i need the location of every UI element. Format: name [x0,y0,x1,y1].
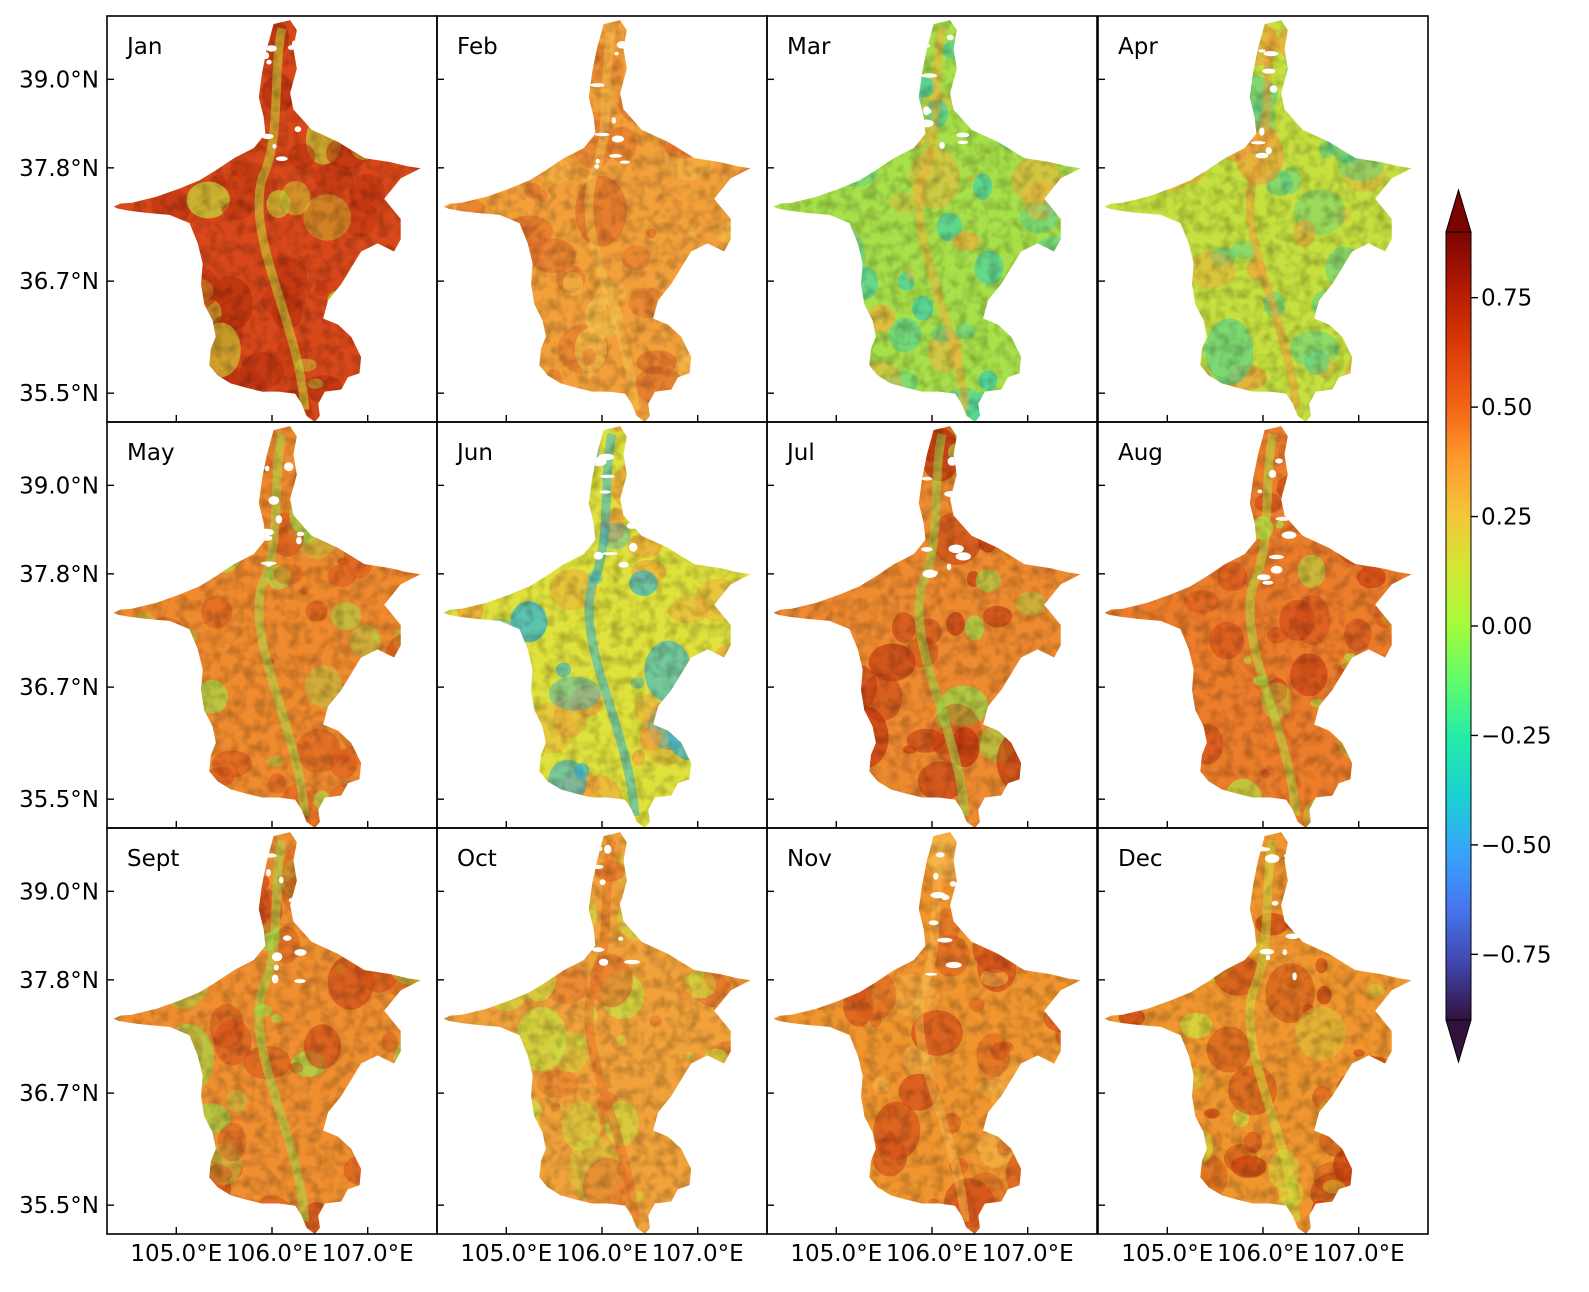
y-tick-label: 35.5°N [19,381,99,407]
y-tick-label: 37.8°N [19,156,99,182]
colorbar-tick-label: −0.50 [1481,833,1551,859]
colorbar-extend-max [1445,188,1472,233]
y-tick-label: 37.8°N [19,968,99,994]
x-tick-label: 105.0°E [1121,1241,1213,1267]
x-tick-label: 107.0°E [652,1241,744,1267]
panel-label: Dec [1118,846,1163,872]
colorbar-tick-label: 0.00 [1481,614,1532,640]
panel-label: Mar [787,34,831,60]
colorbar-tick-label: −0.25 [1481,723,1551,749]
map-panel-mar: Mar [766,15,1098,423]
y-tick-label: 37.8°N [19,562,99,588]
x-tick-label: 105.0°E [130,1241,222,1267]
x-tick-label: 107.0°E [1313,1241,1405,1267]
x-tick-label: 105.0°E [790,1241,882,1267]
y-tick-label: 36.7°N [19,1081,99,1107]
y-tick-label: 39.0°N [19,473,99,499]
x-tick-label: 106.0°E [226,1241,318,1267]
panel-label: Feb [457,34,498,60]
map-panel-apr: Apr [1097,15,1429,423]
map-panel-aug: Aug [1097,421,1429,829]
colorbar-tick-label: 0.25 [1481,505,1532,531]
region-texture [443,20,751,422]
region-texture [443,832,751,1234]
colorbar: 0.75 0.50 0.25 0.00 −0.25 −0.50 −0.75 [1445,188,1551,1064]
map-panel-feb: Feb [436,15,768,423]
panel-label: Oct [457,846,497,872]
panel-label: Jun [455,440,493,466]
panel-label: Sept [127,846,179,872]
panel-label: Aug [1118,440,1163,466]
region-texture [113,426,421,828]
region-texture [1104,20,1412,422]
panel-label: Jul [785,440,815,466]
map-panel-may: May [106,421,438,829]
map-panel-sept: Sept [106,827,438,1235]
axes: 39.0°N 37.8°N 36.7°N 35.5°N 39.0°N 37.8°N 36.7… [19,67,1405,1267]
region-texture [1104,426,1412,828]
region-texture [1104,832,1412,1234]
x-tick-label: 106.0°E [886,1241,978,1267]
y-tick-label: 35.5°N [19,787,99,813]
region-texture [443,426,751,828]
map-panel-jun: Jun [436,421,768,829]
x-tick-label: 106.0°E [556,1241,648,1267]
colorbar-tick-label: 0.50 [1481,395,1532,421]
y-tick-label: 36.7°N [19,675,99,701]
region-texture [113,832,421,1234]
colorbar-extend-min [1445,1019,1472,1064]
colorbar-bar [1445,231,1472,1021]
colorbar-tick-label: −0.75 [1481,942,1551,968]
colorbar-tick-label: 0.75 [1481,286,1532,312]
y-tick-label: 39.0°N [19,67,99,93]
x-tick-label: 106.0°E [1217,1241,1309,1267]
x-tick-label: 107.0°E [322,1241,414,1267]
panel-label: Nov [787,846,832,872]
region-texture [773,20,1081,422]
map-panel-oct: Oct [436,827,768,1235]
panel-label: Jan [125,34,162,60]
region-texture [113,20,421,422]
region-texture [773,832,1081,1234]
map-panel-dec: Dec [1097,827,1429,1235]
y-tick-label: 35.5°N [19,1193,99,1219]
map-panel-jan: Jan [106,15,438,423]
y-tick-label: 39.0°N [19,879,99,905]
panel-label: Apr [1118,34,1158,60]
y-tick-label: 36.7°N [19,269,99,295]
map-panels: Jan Feb Mar Apr May Jun Jul Aug Sept Oct Nov Dec [106,15,1429,1235]
map-panel-nov: Nov [766,827,1098,1235]
panel-label: May [127,440,175,466]
region-texture [773,426,1081,828]
map-panel-jul: Jul [766,421,1098,829]
x-tick-label: 105.0°E [460,1241,552,1267]
x-tick-label: 107.0°E [982,1241,1074,1267]
